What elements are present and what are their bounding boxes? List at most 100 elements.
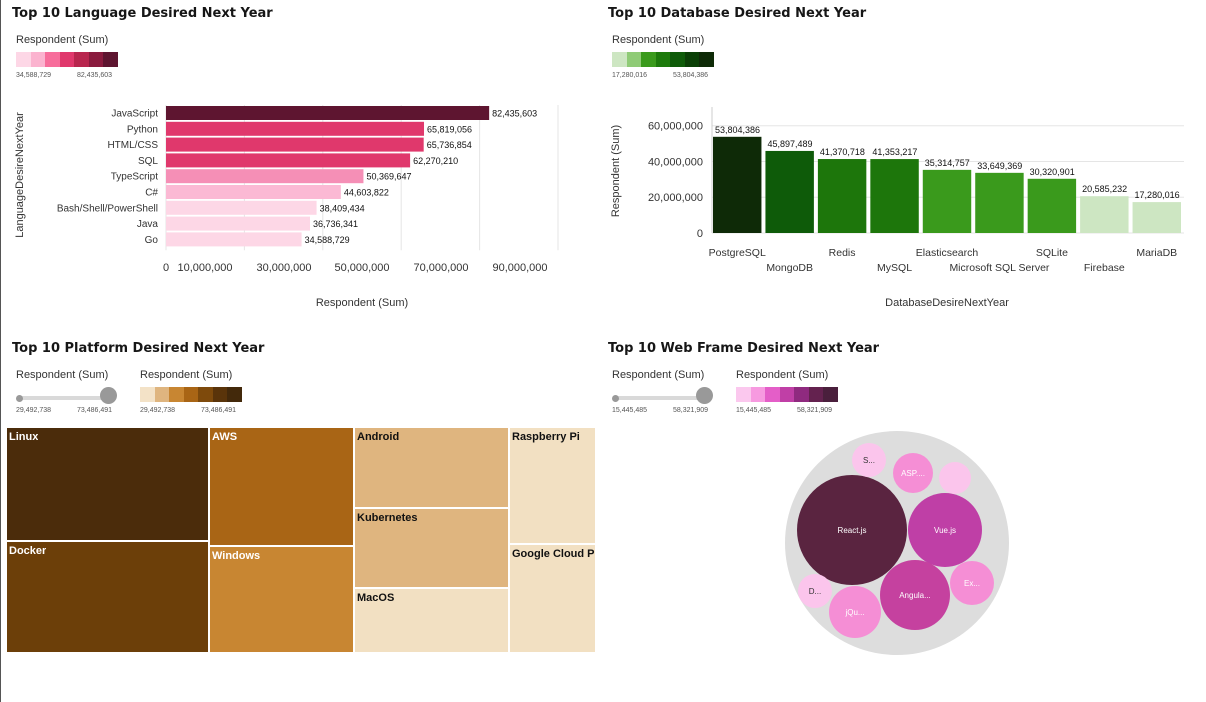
- bubble: [852, 443, 886, 477]
- platform-color-legend-title: Respondent (Sum): [140, 369, 233, 381]
- platform-legend-swatch: [212, 387, 227, 402]
- bubble: [950, 561, 994, 605]
- language-category-label: Bash/Shell/PowerShell: [57, 203, 158, 214]
- language-bar: [166, 169, 364, 184]
- database-category-label: SQLite: [1036, 247, 1068, 259]
- platform-size-legend-max: 73,486,491: [77, 407, 113, 414]
- treemap-cell: Android: [354, 427, 509, 508]
- treemap-cell-label: AWS: [212, 431, 238, 443]
- webframe-legend-swatch: [779, 387, 794, 402]
- treemap-cell: Raspberry Pi: [509, 427, 596, 544]
- platform-size-legend-track: [18, 396, 110, 400]
- language-bar: [166, 200, 317, 215]
- platform-chart-title: Top 10 Platform Desired Next Year: [12, 341, 265, 356]
- database-legend-min: 17,280,016: [612, 72, 648, 79]
- language-legend-title: Respondent (Sum): [16, 34, 109, 46]
- language-value-label: 44,603,822: [344, 188, 389, 198]
- database-legend-swatch: [670, 52, 685, 67]
- database-bar: [1027, 178, 1077, 233]
- language-value-label: 34,588,729: [305, 235, 350, 245]
- platform-legend-swatch: [227, 387, 242, 402]
- webframe-legend-swatch: [823, 387, 838, 402]
- webframe-legend-swatch: [808, 387, 823, 402]
- language-value-label: 62,270,210: [413, 156, 458, 166]
- treemap-cell-label: Kubernetes: [357, 512, 418, 524]
- database-value-label: 17,280,016: [1135, 190, 1180, 200]
- language-value-label: 36,736,341: [313, 219, 358, 229]
- platform-size-legend-min-dot: [16, 395, 23, 402]
- language-legend-min: 34,588,729: [16, 72, 52, 79]
- language-chart-title: Top 10 Language Desired Next Year: [12, 6, 273, 21]
- database-category-label: MariaDB: [1136, 247, 1177, 259]
- language-legend-swatch: [30, 52, 45, 67]
- bubble: [939, 462, 971, 494]
- treemap-cell: AWS: [209, 427, 354, 546]
- database-category-label: MongoDB: [766, 262, 813, 274]
- database-tick-label: 40,000,000: [648, 156, 703, 168]
- platform-legend-swatch: [183, 387, 198, 402]
- language-tick-label: 30,000,000: [256, 262, 311, 274]
- database-bar: [1132, 202, 1181, 233]
- webframe-size-legend-min: 15,445,485: [612, 407, 648, 414]
- language-tick-label: 50,000,000: [334, 262, 389, 274]
- bubble-label: D...: [809, 587, 821, 596]
- webframe-legend-swatch: [750, 387, 765, 402]
- treemap-cell: MacOS: [354, 588, 509, 653]
- bubble-label: ASP....: [901, 469, 925, 478]
- webframe-legend-swatch: [765, 387, 780, 402]
- treemap-cell-label: Android: [357, 431, 400, 443]
- platform-legend-swatch: [198, 387, 213, 402]
- language-category-label: SQL: [138, 156, 158, 167]
- database-legend-title: Respondent (Sum): [612, 34, 705, 46]
- language-tick-label: 90,000,000: [492, 262, 547, 274]
- bubble-label: jQu...: [844, 608, 864, 617]
- language-bar: [166, 106, 490, 120]
- database-value-label: 35,314,757: [925, 158, 970, 168]
- webframe-color-legend-min: 15,445,485: [736, 407, 772, 414]
- language-legend-swatch: [16, 52, 31, 67]
- treemap-cell-label: Docker: [9, 545, 47, 557]
- platform-color-legend-max: 73,486,491: [201, 407, 237, 414]
- webframe-size-legend-min-dot: [612, 395, 619, 402]
- language-bar: [166, 121, 425, 136]
- language-legend-swatch: [59, 52, 74, 67]
- treemap-cell: Google Cloud P: [509, 544, 596, 653]
- treemap-cell-label: Google Cloud P: [512, 548, 595, 560]
- bubble: [908, 493, 982, 567]
- database-category-label: MySQL: [877, 262, 912, 274]
- database-bar: [975, 172, 1024, 233]
- language-bar: [166, 153, 411, 168]
- language-value-label: 38,409,434: [320, 203, 365, 213]
- database-x-axis-label: DatabaseDesireNextYear: [885, 297, 1009, 309]
- database-bar: [1080, 196, 1129, 233]
- language-tick-label: 0: [163, 262, 169, 274]
- database-legend-swatch: [699, 52, 714, 67]
- database-category-label: Redis: [829, 247, 856, 259]
- database-tick-label: 20,000,000: [648, 192, 703, 204]
- language-bar-chart: JavaScript 82,435,603 Python 65,819,056 HTML…: [14, 105, 559, 309]
- database-bar: [765, 150, 814, 233]
- language-value-label: 50,369,647: [366, 172, 411, 182]
- treemap-cell: Windows: [209, 546, 354, 653]
- database-legend-swatch: [626, 52, 641, 67]
- bubble-label: Ex...: [964, 579, 980, 588]
- bubble: [797, 475, 907, 585]
- language-bar: [166, 137, 424, 152]
- database-bar: [713, 136, 762, 233]
- webframe-chart-title: Top 10 Web Frame Desired Next Year: [608, 341, 880, 356]
- database-bar-chart: 0 20,000,000 40,000,000 60,000,000 53,804,38…: [610, 107, 1184, 309]
- webframe-legend-swatch: [736, 387, 751, 402]
- database-y-axis-label: Respondent (Sum): [610, 125, 622, 217]
- language-value-label: 65,819,056: [427, 124, 472, 134]
- bubble: [880, 560, 950, 630]
- bubble-label: Angula...: [899, 591, 931, 600]
- bubble: [829, 586, 881, 638]
- database-legend-swatch: [641, 52, 656, 67]
- language-bar: [166, 216, 311, 231]
- database-value-label: 53,804,386: [715, 125, 760, 135]
- language-value-label: 82,435,603: [492, 109, 537, 119]
- language-legend-swatch: [45, 52, 60, 67]
- language-tick-label: 70,000,000: [413, 262, 468, 274]
- database-bar: [922, 169, 972, 233]
- database-value-label: 41,353,217: [872, 147, 917, 157]
